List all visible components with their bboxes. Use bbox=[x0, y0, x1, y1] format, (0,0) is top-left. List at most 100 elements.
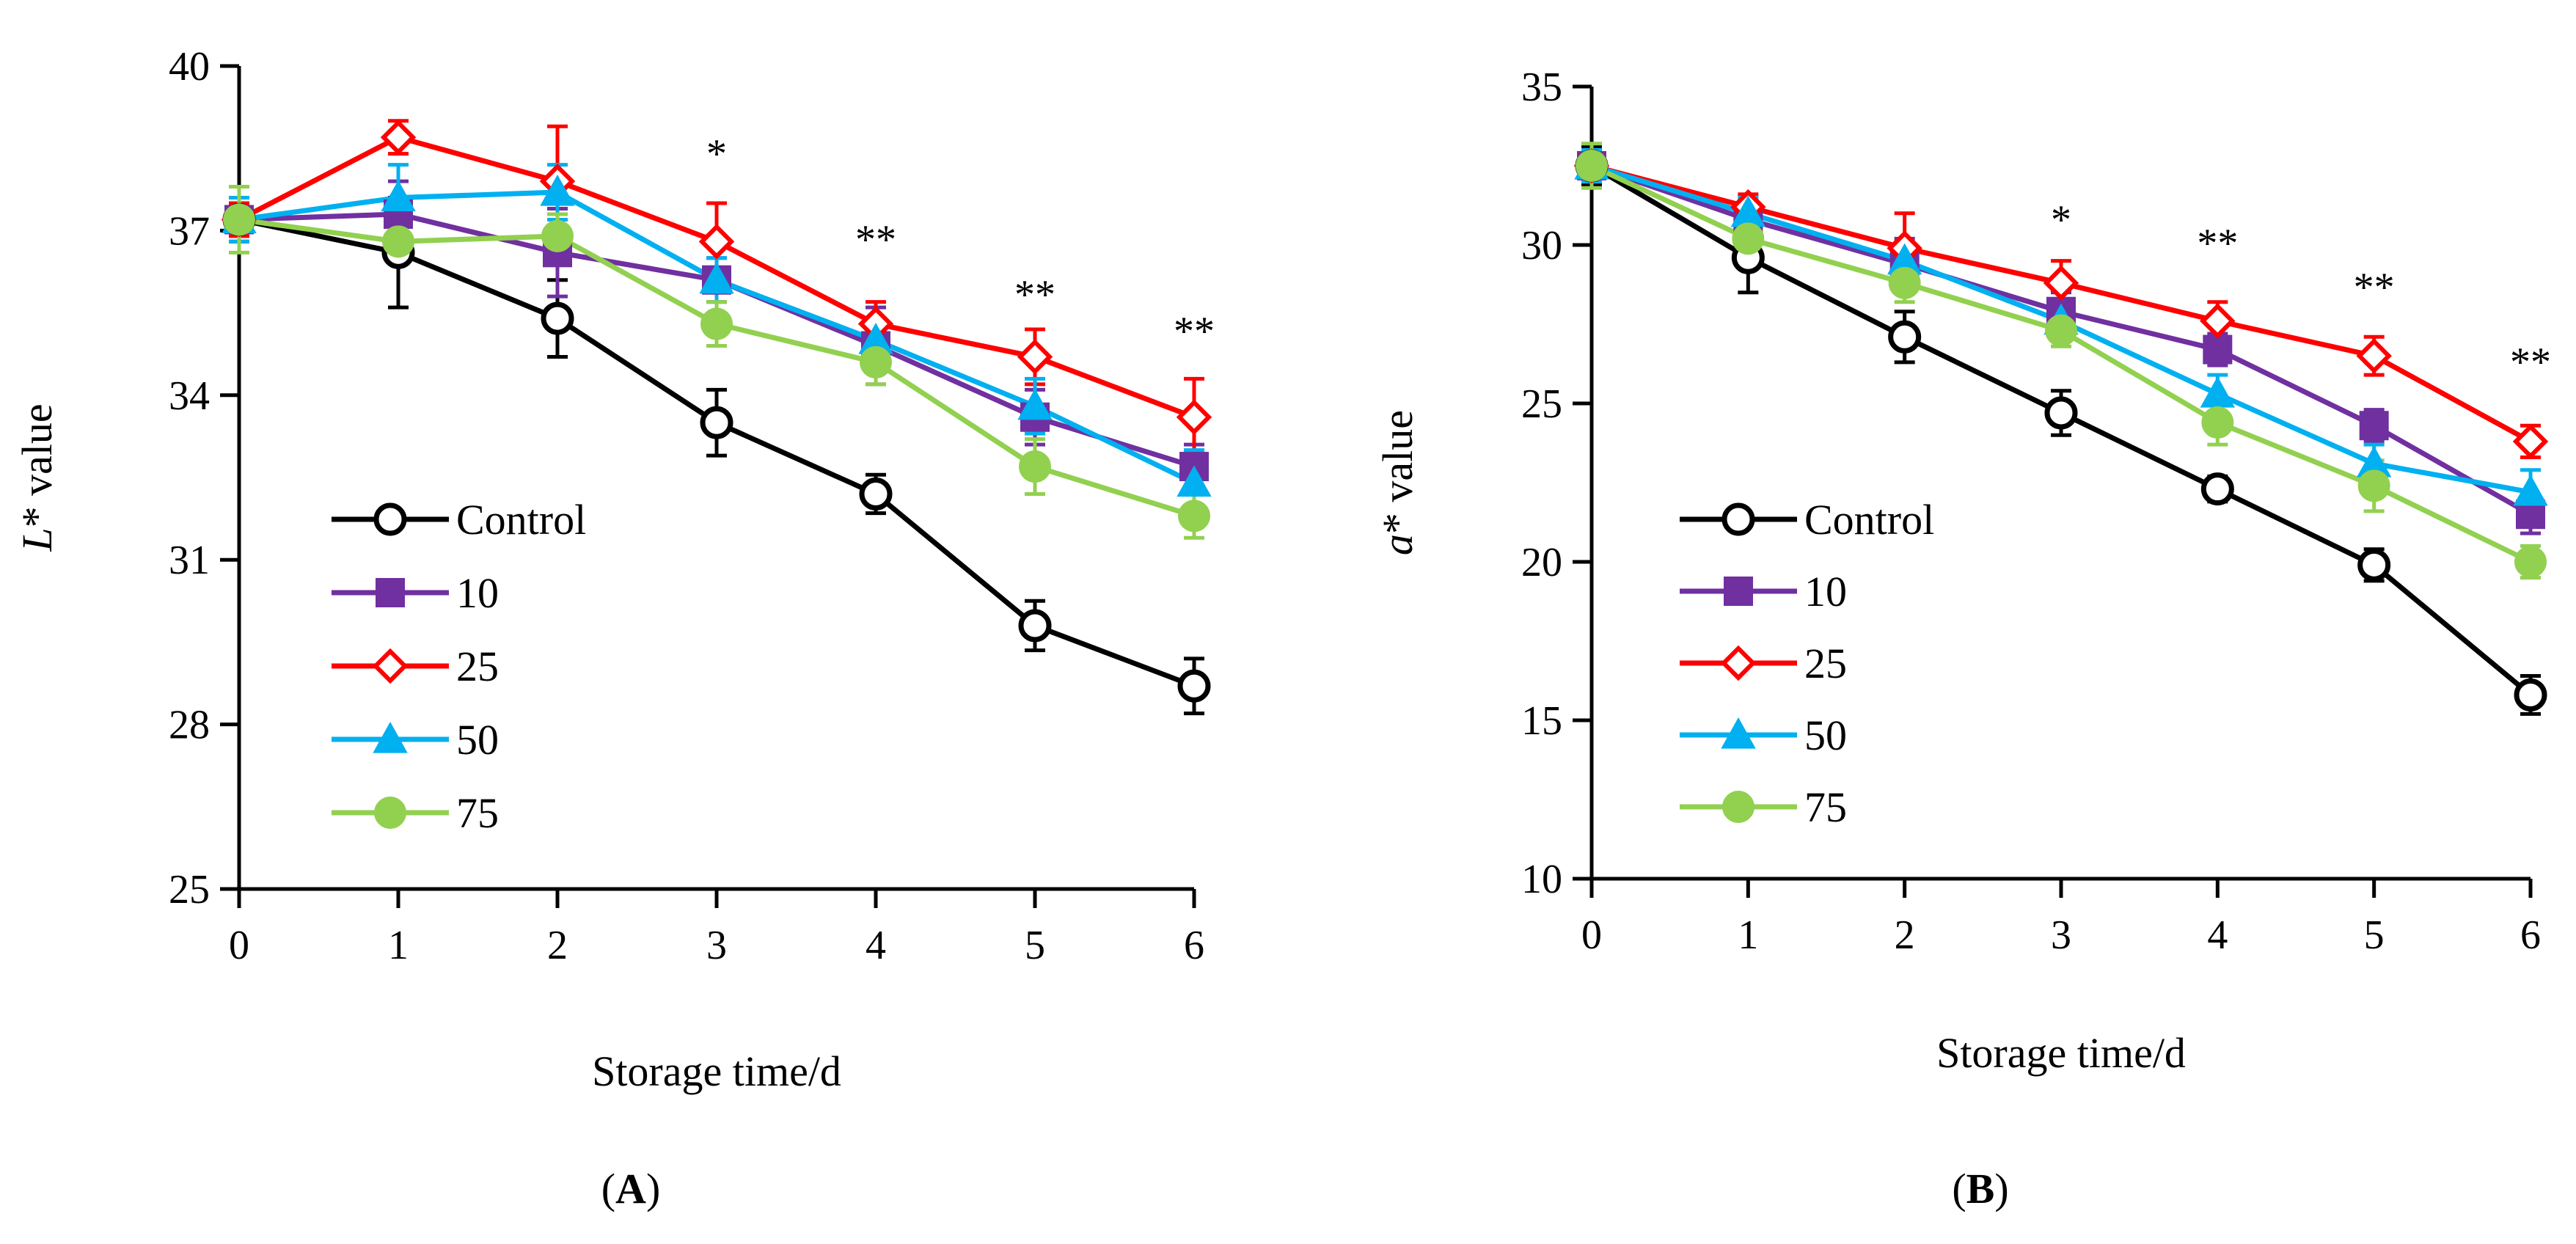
data-point-75 bbox=[541, 219, 574, 252]
legend-label: 50 bbox=[456, 716, 499, 764]
data-point-75 bbox=[1576, 150, 1608, 182]
legend-label: 10 bbox=[456, 569, 499, 617]
x-tick-label: 1 bbox=[388, 923, 409, 968]
data-point-control bbox=[859, 477, 893, 511]
data-point-75 bbox=[1732, 222, 1765, 255]
x-tick-label: 2 bbox=[547, 923, 568, 968]
legend-label: 25 bbox=[1804, 640, 1847, 687]
data-point-control bbox=[2514, 678, 2547, 711]
chart-panel-b: 10 15 20 25 30 35 0 1 2 3 4 5 6 Storage time/d a* valu… bbox=[1374, 65, 2551, 1212]
data-point-control bbox=[2357, 548, 2391, 582]
legend-marker bbox=[1722, 791, 1754, 823]
legend: Control 10 25 50 75 bbox=[1680, 496, 1934, 831]
legend-label: Control bbox=[456, 496, 586, 544]
y-tick-label: 35 bbox=[1521, 65, 1562, 110]
legend-marker bbox=[376, 578, 405, 607]
legend-label: 25 bbox=[456, 643, 499, 690]
data-point-75 bbox=[2357, 469, 2390, 502]
data-point-25 bbox=[2043, 265, 2079, 301]
y-axis-title-rest: * value bbox=[13, 403, 61, 527]
data-point-25 bbox=[1176, 399, 1212, 435]
y-axis-title-rest: * value bbox=[1374, 410, 1421, 534]
significance-label: * bbox=[706, 131, 727, 177]
significance-label: ** bbox=[2197, 221, 2238, 266]
y-tick-label: 30 bbox=[1521, 223, 1562, 268]
legend-marker bbox=[373, 721, 408, 753]
data-point-50 bbox=[2513, 474, 2548, 506]
legend-label: 50 bbox=[1804, 711, 1847, 759]
data-point-75 bbox=[382, 225, 414, 258]
data-point-25 bbox=[698, 224, 735, 260]
legend-marker bbox=[374, 797, 406, 829]
data-point-75 bbox=[223, 203, 255, 236]
data-point-75 bbox=[1178, 500, 1210, 533]
x-tick-label: 4 bbox=[2207, 912, 2228, 958]
data-point-control bbox=[1018, 609, 1052, 643]
legend-marker bbox=[1721, 502, 1755, 536]
data-point-control bbox=[2044, 396, 2078, 430]
data-point-25 bbox=[2512, 423, 2549, 460]
y-tick-label: 37 bbox=[169, 208, 210, 254]
data-point-75 bbox=[2045, 314, 2077, 347]
legend-marker bbox=[373, 502, 407, 536]
legend: Control 10 25 50 75 bbox=[332, 496, 586, 837]
data-point-10 bbox=[2359, 411, 2389, 441]
x-tick-label: 0 bbox=[1581, 912, 1602, 958]
x-tick-label: 6 bbox=[2520, 912, 2541, 958]
y-tick-label: 15 bbox=[1521, 698, 1562, 744]
y-tick-label: 31 bbox=[169, 538, 210, 583]
data-point-control bbox=[2200, 472, 2234, 506]
legend-marker bbox=[1724, 577, 1753, 606]
panel-label: (A) bbox=[601, 1165, 661, 1212]
panel-letter: A bbox=[615, 1165, 646, 1212]
legend-label: 10 bbox=[1804, 568, 1847, 615]
x-axis-title: Storage time/d bbox=[592, 1047, 841, 1095]
x-tick-label: 1 bbox=[1738, 912, 1758, 958]
y-tick-label: 25 bbox=[1521, 381, 1562, 427]
y-axis-title-italic: a bbox=[1374, 534, 1421, 555]
data-point-75 bbox=[1019, 450, 1051, 483]
x-tick-label: 5 bbox=[2364, 912, 2385, 958]
y-tick-label: 10 bbox=[1521, 857, 1562, 902]
data-point-75 bbox=[860, 345, 892, 378]
data-point-control bbox=[700, 406, 733, 439]
data-point-50 bbox=[2200, 376, 2236, 408]
panel-letter: B bbox=[1966, 1165, 1995, 1212]
legend-label: 75 bbox=[456, 789, 499, 837]
legend-marker bbox=[1721, 717, 1756, 749]
legend-label: Control bbox=[1804, 496, 1934, 544]
legend-marker bbox=[372, 648, 409, 684]
significance-label: ** bbox=[2510, 340, 2551, 385]
x-tick-label: 4 bbox=[866, 923, 886, 968]
data-point-25 bbox=[1017, 339, 1053, 375]
significance-label: ** bbox=[2354, 265, 2395, 310]
significance-label: * bbox=[2051, 197, 2071, 243]
data-point-25 bbox=[380, 119, 417, 156]
y-tick-label: 34 bbox=[169, 373, 210, 419]
data-point-75 bbox=[2201, 406, 2234, 439]
y-tick-label: 28 bbox=[169, 703, 210, 748]
x-axis-title: Storage time/d bbox=[1936, 1029, 2186, 1077]
data-point-control bbox=[1177, 669, 1211, 703]
data-point-50 bbox=[540, 174, 575, 206]
x-tick-label: 5 bbox=[1025, 923, 1045, 968]
y-axis-title: L* value bbox=[13, 403, 61, 552]
significance-label: ** bbox=[1174, 309, 1215, 354]
y-axis-title: a* value bbox=[1374, 410, 1421, 555]
panel-label: (B) bbox=[1952, 1165, 2008, 1212]
legend-marker bbox=[1720, 645, 1757, 681]
data-point-control bbox=[541, 301, 574, 335]
y-axis-title-italic: L bbox=[13, 527, 61, 552]
y-tick-label: 40 bbox=[169, 44, 210, 89]
data-point-75 bbox=[700, 307, 733, 340]
x-tick-label: 0 bbox=[229, 923, 249, 968]
data-point-50 bbox=[1017, 388, 1053, 420]
data-point-10 bbox=[2203, 334, 2233, 365]
y-tick-label: 25 bbox=[169, 867, 210, 912]
x-tick-label: 2 bbox=[1895, 912, 1915, 958]
data-point-50 bbox=[1177, 465, 1212, 497]
legend-label: 75 bbox=[1804, 783, 1847, 831]
data-point-75 bbox=[2514, 546, 2547, 578]
